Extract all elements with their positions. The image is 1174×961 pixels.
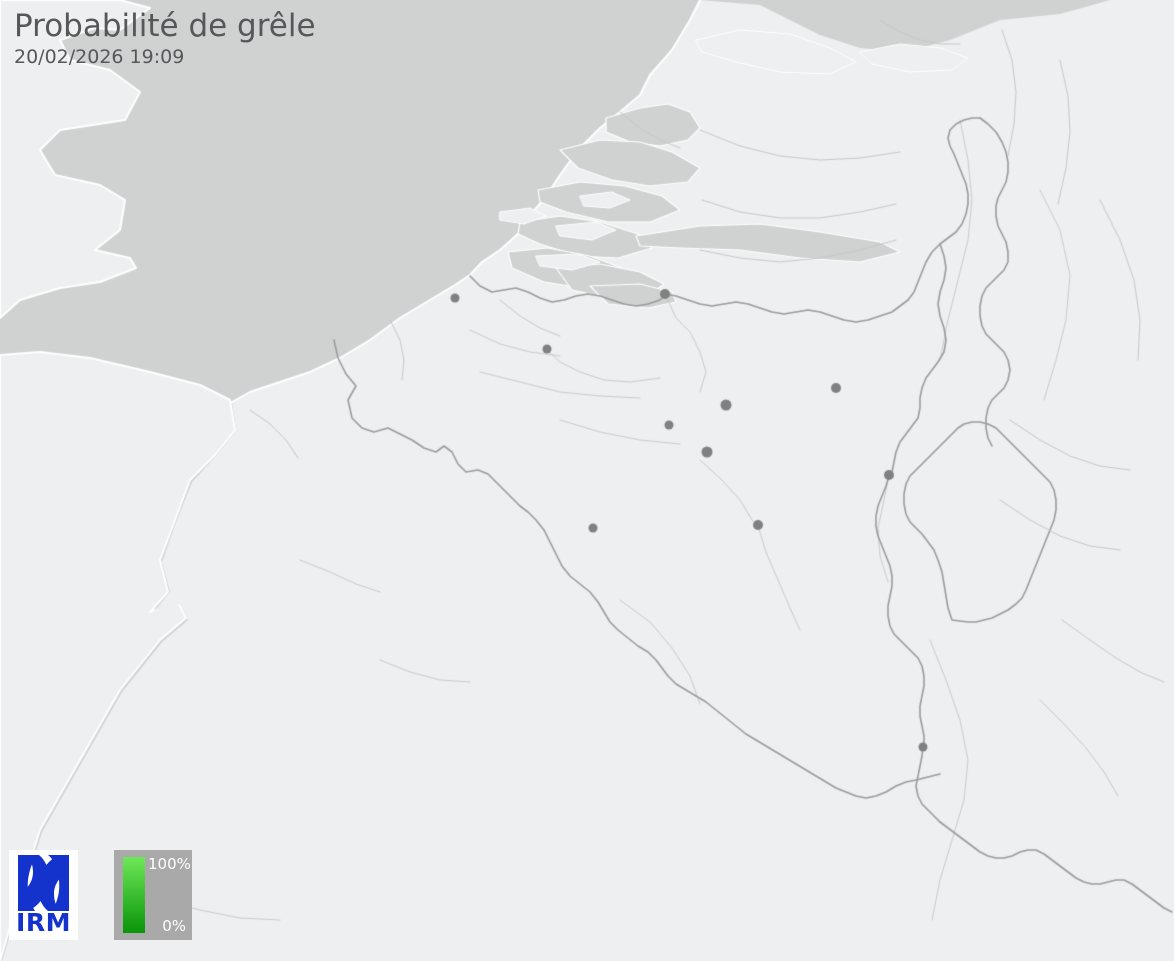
irm-wordmark: IRM	[16, 908, 71, 937]
irm-logo[interactable]: IRM	[9, 850, 78, 940]
probability-colorbar[interactable]: 100% 0%	[114, 850, 192, 940]
colorbar-gradient	[123, 857, 145, 933]
legend-bar: IRM 100% 0%	[9, 850, 192, 940]
colorbar-min-label: 0%	[162, 917, 186, 935]
colorbar-max-label: 100%	[148, 855, 191, 873]
irm-flame-icon	[18, 855, 69, 911]
